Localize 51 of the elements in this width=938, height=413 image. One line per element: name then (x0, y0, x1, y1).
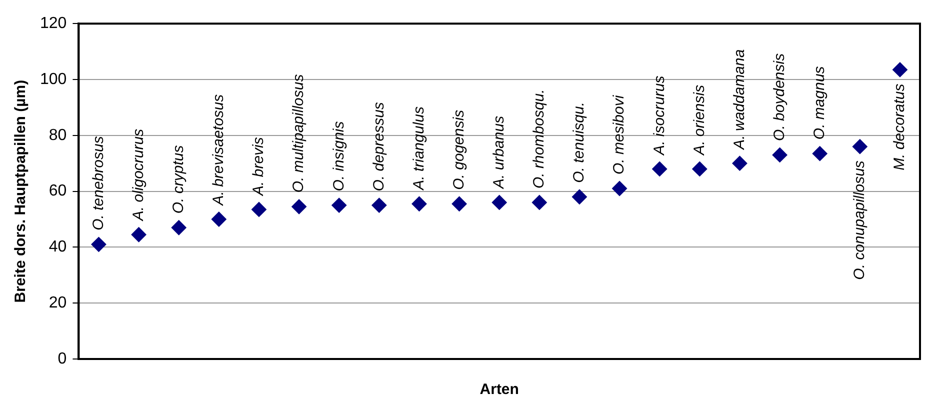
y-tick-label: 100 (40, 70, 67, 88)
x-tick-label: O. conupapillosus (851, 160, 868, 280)
point (91, 236, 106, 252)
point (292, 199, 307, 214)
x-tick-label: O. tenuisqu. (570, 102, 588, 183)
x-tick-label: M. decoratus (891, 83, 908, 170)
point (812, 146, 828, 162)
x-tick-label: A. brevisaetosus (210, 94, 228, 206)
x-tick-label: O. multipapillosus (290, 74, 308, 193)
y-tick-label: 40 (48, 238, 67, 256)
x-tick-label: O. insignis (330, 120, 348, 192)
point (251, 202, 266, 217)
point (852, 139, 868, 154)
x-tick-label: O. cryptus (170, 144, 188, 214)
x-axis-title: Arten (480, 381, 519, 398)
y-tick-label: 0 (58, 350, 67, 368)
y-tick-label: 60 (48, 182, 67, 200)
x-tick-label: O. gogensis (450, 109, 468, 190)
point (211, 212, 226, 227)
x-tick-label: O. tenebrosus (90, 136, 107, 230)
x-tick-label: A. brevis (250, 136, 268, 196)
point (171, 220, 186, 236)
point (412, 196, 427, 212)
x-tick-label: A. isocrurus (650, 75, 668, 156)
y-tick-label: 120 (40, 15, 67, 32)
x-tick-label: O. boydensis (770, 52, 788, 141)
x-tick-label: A. urbanus (490, 115, 508, 190)
x-tick-label: O. rhombosqu. (530, 89, 548, 188)
point (452, 196, 467, 212)
point (692, 161, 708, 176)
y-tick-label: 80 (48, 126, 67, 144)
point (332, 198, 347, 213)
x-tick-label: O. depressus (370, 102, 388, 192)
x-tick-label: A. waddamana (730, 49, 748, 150)
point (612, 181, 628, 196)
x-tick-label: A. oriensis (690, 84, 708, 156)
point (532, 194, 547, 210)
y-tick-label: 20 (48, 294, 67, 312)
point (772, 147, 788, 162)
point (652, 161, 668, 176)
y-axis-title: Breite dors. Hauptpapillen (µm) (12, 80, 30, 303)
point (892, 62, 908, 78)
point (492, 194, 507, 210)
point (372, 198, 387, 213)
point (131, 227, 146, 242)
point (572, 189, 587, 204)
point (732, 156, 748, 171)
x-tick-label: O. magnus (811, 66, 828, 140)
x-tick-label: A. triangulus (410, 106, 428, 191)
x-tick-label: O. mesibovi (610, 94, 628, 175)
x-tick-label: A. oligocrurus (130, 128, 147, 222)
